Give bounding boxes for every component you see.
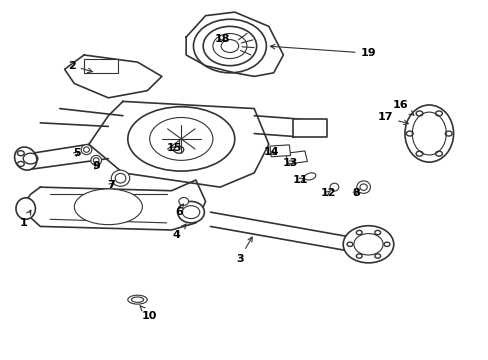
Text: 4: 4 bbox=[172, 224, 185, 240]
Bar bbox=[84, 59, 118, 73]
Bar bbox=[285, 151, 307, 164]
Ellipse shape bbox=[356, 181, 370, 193]
Ellipse shape bbox=[91, 156, 102, 165]
Circle shape bbox=[182, 206, 200, 219]
Polygon shape bbox=[292, 119, 326, 137]
Text: 8: 8 bbox=[352, 188, 360, 198]
Text: 3: 3 bbox=[235, 237, 252, 264]
Ellipse shape bbox=[127, 107, 234, 171]
Circle shape bbox=[343, 226, 393, 263]
Polygon shape bbox=[21, 180, 205, 230]
Text: 11: 11 bbox=[292, 175, 307, 185]
Polygon shape bbox=[186, 12, 283, 76]
Ellipse shape bbox=[179, 198, 188, 205]
Text: 1: 1 bbox=[20, 210, 31, 228]
Text: 12: 12 bbox=[320, 188, 335, 198]
Ellipse shape bbox=[74, 189, 142, 225]
Circle shape bbox=[221, 40, 238, 53]
Ellipse shape bbox=[81, 145, 92, 155]
Polygon shape bbox=[64, 55, 162, 98]
Text: 15: 15 bbox=[166, 143, 182, 153]
Text: 13: 13 bbox=[283, 158, 298, 168]
Bar bbox=[269, 145, 290, 157]
Text: 5: 5 bbox=[73, 148, 81, 158]
Text: 10: 10 bbox=[140, 306, 157, 321]
Text: 6: 6 bbox=[175, 204, 183, 217]
Text: 18: 18 bbox=[214, 34, 230, 44]
Ellipse shape bbox=[304, 173, 315, 180]
Ellipse shape bbox=[111, 170, 129, 186]
Text: 14: 14 bbox=[263, 147, 279, 157]
Polygon shape bbox=[89, 102, 268, 187]
Ellipse shape bbox=[149, 117, 212, 160]
Ellipse shape bbox=[15, 147, 37, 170]
Circle shape bbox=[353, 234, 382, 255]
Ellipse shape bbox=[177, 202, 204, 223]
Text: 7: 7 bbox=[107, 180, 114, 190]
Text: 9: 9 bbox=[92, 161, 100, 171]
Ellipse shape bbox=[16, 198, 35, 219]
Ellipse shape bbox=[329, 183, 338, 191]
Text: 17: 17 bbox=[377, 112, 407, 125]
Ellipse shape bbox=[404, 105, 453, 162]
Text: 16: 16 bbox=[391, 100, 413, 115]
Text: 2: 2 bbox=[68, 61, 92, 73]
Ellipse shape bbox=[127, 295, 147, 304]
Text: 19: 19 bbox=[270, 44, 376, 58]
